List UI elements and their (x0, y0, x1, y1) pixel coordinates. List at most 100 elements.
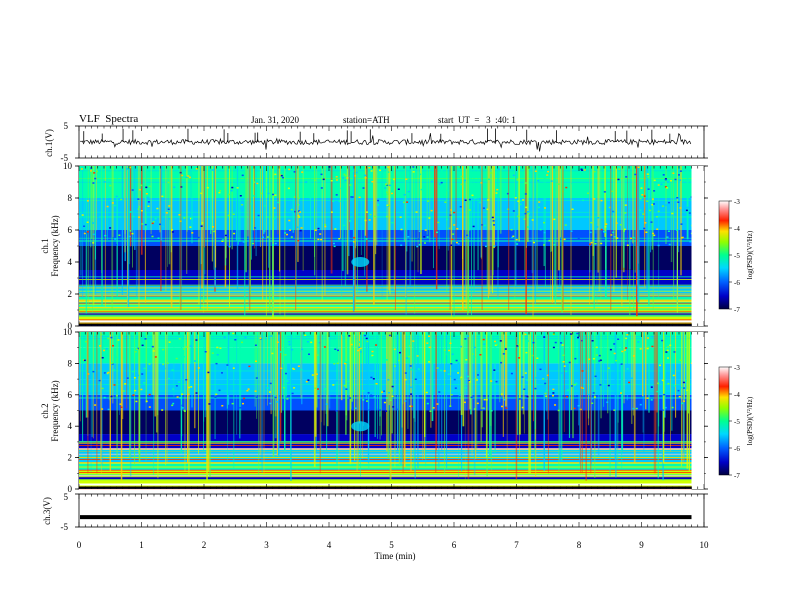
spectrogram-speckle (219, 190, 222, 192)
spectrogram-speckle (83, 232, 86, 235)
spectrogram-speckle (533, 241, 535, 244)
spectrogram-speckle (450, 375, 453, 378)
time-tick-label: 1 (139, 540, 144, 550)
spectrogram-speckle (595, 193, 598, 196)
spectrogram-line (79, 474, 692, 476)
spectrogram-speckle (289, 229, 292, 231)
spectrogram-speckle (664, 178, 667, 181)
spectrogram-speckle (383, 401, 386, 404)
spectrogram-streak (438, 166, 440, 250)
spectrogram-streak (471, 332, 473, 456)
spectrogram-streak (424, 332, 426, 438)
spectrogram-streak (514, 166, 516, 300)
spectrogram-streak (410, 332, 412, 473)
spectrogram-speckle (106, 205, 109, 208)
spectrogram-streak (376, 166, 378, 246)
spectrogram-streak (558, 332, 560, 473)
spectrogram-speckle (388, 374, 391, 377)
spectrogram-line (79, 485, 692, 487)
spectrogram-streak (450, 332, 452, 407)
spectrogram-streak (681, 332, 682, 467)
spectrogram-streak (528, 332, 530, 474)
spectrogram-speckle (242, 402, 244, 405)
spectrogram-speckle (107, 337, 110, 340)
spectrogram-speckle (391, 395, 394, 397)
spectrogram-streak (109, 332, 111, 471)
spectrogram-line (79, 178, 692, 179)
spectrogram-streak (409, 166, 412, 288)
spectrogram-speckle (668, 201, 670, 204)
spectrogram-speckle (610, 215, 613, 218)
spectrogram-speckle (272, 193, 274, 196)
spectrogram-speckle (126, 377, 129, 379)
spectrogram-streak (207, 332, 210, 471)
spectrogram-speckle (252, 195, 255, 197)
spectrogram-ytick-label: 10 (63, 161, 73, 171)
spectrogram-streak (490, 332, 492, 460)
spectrogram-streak (597, 166, 599, 273)
spectrogram-speckle (598, 360, 601, 362)
spectrogram-speckle (146, 210, 149, 212)
spectrogram-speckle (362, 187, 365, 189)
spectrogram-streak (464, 166, 466, 290)
ch1-spectrogram-heatmap (79, 166, 704, 326)
spectrogram-streak (244, 166, 246, 317)
spectrogram-speckle (527, 340, 529, 342)
spectrogram-speckle (233, 232, 236, 235)
spectrogram-speckle (166, 362, 169, 365)
spectrogram-speckle (101, 387, 104, 390)
spectrogram-speckle (563, 365, 566, 367)
spectrogram-speckle (382, 342, 385, 344)
spectrogram-line (79, 314, 692, 316)
spectrogram-streak (662, 332, 665, 464)
spectrogram-speckle (471, 353, 474, 355)
spectrogram-speckle (371, 181, 374, 183)
spectrogram-speckle (645, 231, 648, 233)
spectrogram-speckle (191, 217, 193, 220)
spectrogram-speckle (647, 337, 649, 339)
spectrogram-speckle (521, 376, 524, 378)
spectrogram-line (79, 237, 692, 239)
spectrogram-speckle (197, 367, 200, 369)
spectrogram-speckle (522, 199, 525, 201)
spectrogram-speckle (456, 228, 459, 230)
spectrogram-speckle (98, 379, 101, 382)
spectrogram-speckle (351, 196, 354, 198)
spectrogram-line (79, 455, 692, 456)
spectrogram-ytick-label: 6 (68, 390, 73, 400)
spectrogram-streak (240, 332, 242, 420)
spectrogram-speckle (623, 349, 626, 351)
spectrogram-speckle (174, 403, 177, 405)
spectrogram-speckle (562, 361, 565, 363)
spectrogram-speckle (324, 388, 326, 390)
spectrogram-line (79, 312, 692, 313)
colorbar-tick-label: -5 (734, 252, 740, 260)
spectrogram-speckle (519, 200, 522, 202)
spectrogram-streak (563, 332, 565, 433)
spectrogram-speckle (590, 221, 593, 224)
spectrogram-line (79, 300, 692, 302)
spectrogram-speckle (140, 184, 143, 187)
spectrogram-speckle (143, 367, 146, 370)
spectrogram-speckle (444, 201, 447, 203)
spectrogram-streak (153, 332, 155, 476)
spectrogram-speckle (230, 190, 233, 192)
spectrogram-speckle (374, 215, 376, 217)
spectrogram-speckle (678, 395, 681, 398)
spectrogram-streak (403, 166, 405, 242)
spectrogram-line (79, 476, 692, 478)
spectrogram-line (79, 181, 692, 183)
spectrogram-band (79, 479, 692, 485)
spectrogram-speckle (552, 346, 555, 349)
spectrogram-streak (363, 332, 364, 426)
spectrogram-speckle (457, 243, 460, 245)
spectrogram-speckle (309, 197, 312, 199)
spectrogram-speckle (288, 219, 291, 222)
spectrogram-speckle (409, 405, 412, 407)
time-tick-label: 7 (514, 540, 519, 550)
spectrogram-streak (236, 332, 238, 435)
spectrogram-streak (651, 166, 653, 242)
spectrogram-speckle (426, 402, 429, 405)
spectrogram-speckle (480, 409, 483, 411)
